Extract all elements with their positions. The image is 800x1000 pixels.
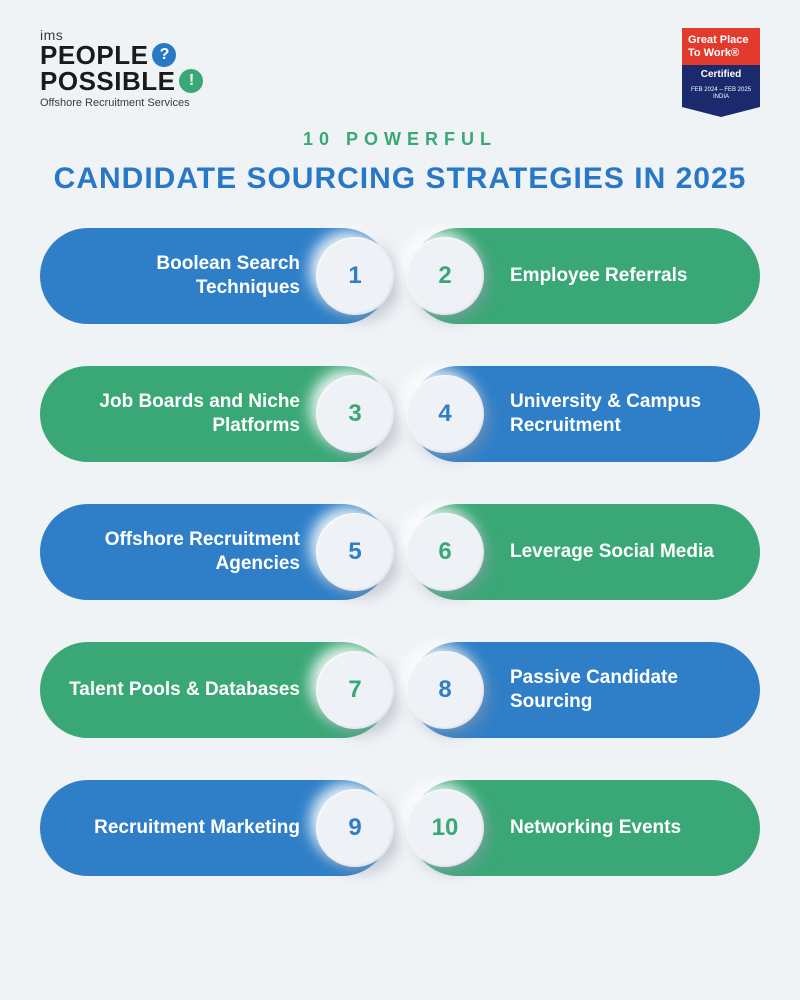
badge-dates: FEB 2024 – FEB 2025 [688,87,754,94]
number-badge: 9 [316,789,394,867]
strategy-label: Employee Referrals [510,264,687,288]
number-badge: 7 [316,651,394,729]
question-icon: ? [152,43,176,67]
strategy-label: Boolean Search Techniques [68,252,300,300]
logo-tagline: Offshore Recruitment Services [40,98,203,109]
strategy-label: Leverage Social Media [510,540,714,564]
exclaim-icon: ! [179,69,203,93]
strategy-item-8: 8Passive Candidate Sourcing [410,642,760,738]
number-badge: 10 [406,789,484,867]
number-badge: 2 [406,237,484,315]
number-badge: 5 [316,513,394,591]
strategy-item-10: 10Networking Events [410,780,760,876]
title: CANDIDATE SOURCING STRATEGIES IN 2025 [0,160,800,198]
strategy-item-4: 4University & Campus Recruitment [410,366,760,462]
strategy-label: Talent Pools & Databases [68,678,300,702]
strategy-label: Passive Candidate Sourcing [510,666,732,714]
number-badge: 8 [406,651,484,729]
strategy-item-5: Offshore Recruitment Agencies5 [40,504,390,600]
strategy-label: Offshore Recruitment Agencies [68,528,300,576]
badge-top: Great Place To Work® [682,28,760,65]
brand-logo: ims PEOPLE ? POSSIBLE ! Offshore Recruit… [40,28,203,109]
strategy-item-9: Recruitment Marketing9 [40,780,390,876]
strategy-label: Networking Events [510,816,681,840]
badge-bot: FEB 2024 – FEB 2025 INDIA [682,85,760,107]
strategy-item-1: Boolean Search Techniques1 [40,228,390,324]
strategy-item-2: 2Employee Referrals [410,228,760,324]
strategy-item-3: Job Boards and Niche Platforms3 [40,366,390,462]
strategy-label: Job Boards and Niche Platforms [68,390,300,438]
number-badge: 3 [316,375,394,453]
strategy-item-7: Talent Pools & Databases7 [40,642,390,738]
strategy-label: University & Campus Recruitment [510,390,732,438]
logo-possible: POSSIBLE [40,68,175,94]
gptw-badge: Great Place To Work® Certified FEB 2024 … [682,28,760,107]
badge-mid: Certified [682,65,760,85]
strategy-item-6: 6Leverage Social Media [410,504,760,600]
strategy-label: Recruitment Marketing [68,816,300,840]
number-badge: 6 [406,513,484,591]
subtitle: 10 POWERFUL [0,129,800,150]
badge-country: INDIA [688,94,754,101]
logo-people: PEOPLE [40,42,148,68]
number-badge: 4 [406,375,484,453]
number-badge: 1 [316,237,394,315]
strategy-grid: Boolean Search Techniques12Employee Refe… [0,228,800,876]
header: ims PEOPLE ? POSSIBLE ! Offshore Recruit… [0,0,800,109]
titles: 10 POWERFUL CANDIDATE SOURCING STRATEGIE… [0,129,800,198]
